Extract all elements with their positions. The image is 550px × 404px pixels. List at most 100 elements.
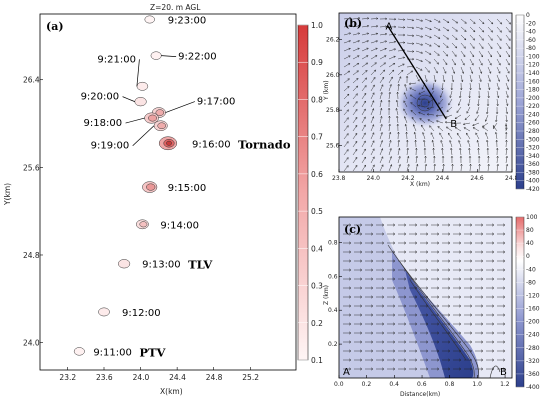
panel-b-vector bbox=[462, 122, 471, 126]
panel-b-vector bbox=[379, 156, 384, 164]
panel-a-cb-label: 0.6 bbox=[311, 170, 323, 179]
panel-c-vector bbox=[365, 367, 374, 371]
panel-b-vector bbox=[424, 58, 431, 64]
panel-c-vector bbox=[376, 286, 385, 290]
panel-b-vector bbox=[370, 40, 379, 44]
panel-b-vector bbox=[361, 85, 367, 92]
panel-b-vector bbox=[449, 139, 453, 148]
panel-b-vector bbox=[343, 32, 352, 36]
panel-c-vector bbox=[486, 277, 495, 281]
panel-b-vector bbox=[352, 55, 360, 60]
panel-b-vector bbox=[370, 148, 375, 156]
panel-c-vector bbox=[387, 268, 396, 272]
panel-c-vector bbox=[431, 268, 440, 272]
panel-c-vector bbox=[464, 277, 473, 281]
panel-c-vector bbox=[387, 295, 396, 299]
panel-c-vector bbox=[475, 232, 484, 236]
panel-a-time-label: 9:20:00 bbox=[81, 92, 120, 103]
panel-b-vector bbox=[370, 132, 375, 140]
panel-b-vector bbox=[460, 34, 467, 41]
panel-b-vector bbox=[370, 55, 378, 60]
panel-c-vector bbox=[409, 286, 418, 290]
panel-c-ticks: 0.0 0.2 0.4 0.6 0.8 1.0 1.2 0.2 0.4 0.6 0.8 bbox=[328, 239, 510, 388]
panel-c-vector bbox=[376, 331, 385, 335]
panel-b-vector bbox=[450, 155, 454, 164]
panel-b-vector bbox=[505, 155, 508, 164]
panel-a-feature-core bbox=[139, 221, 148, 228]
panel-b-vector bbox=[456, 106, 462, 113]
panel-b-vector bbox=[352, 17, 361, 20]
panel-c-vector bbox=[497, 286, 506, 290]
panel-b-vector bbox=[478, 42, 484, 49]
panel-c-vector bbox=[497, 322, 506, 326]
panel-a-cb-label: 0.5 bbox=[311, 207, 323, 216]
panel-b-vector bbox=[361, 132, 366, 140]
panel-a-cb-label: 0.9 bbox=[311, 58, 323, 67]
panel-b-vector bbox=[467, 139, 471, 148]
panel-a-time-label: 9:14:00 bbox=[160, 220, 199, 231]
panel-a-time-label: 9:15:00 bbox=[168, 183, 207, 194]
panel-c-vector bbox=[409, 295, 418, 299]
panel-c-vector bbox=[365, 277, 374, 281]
panel-b-vector bbox=[352, 116, 358, 124]
panel-b-vector bbox=[460, 50, 466, 58]
panel-a-feature bbox=[98, 307, 110, 317]
panel-c-cb-label: -400 bbox=[526, 384, 540, 391]
panel-c-vector bbox=[398, 268, 407, 272]
panel-c-vector bbox=[486, 295, 495, 299]
panel-b-cb-label: -180 bbox=[526, 87, 540, 94]
panel-b-vector bbox=[446, 106, 453, 113]
panel-b-vector bbox=[343, 133, 349, 140]
panel-b-vector bbox=[352, 101, 358, 108]
panel-c-vector bbox=[475, 313, 484, 317]
panel-b-vector bbox=[388, 40, 397, 44]
panel-c-vector bbox=[475, 340, 484, 344]
panel-c-vector bbox=[376, 304, 385, 308]
panel-b-vector bbox=[370, 84, 375, 92]
panel-a: Z=20. m AGL (a) X(km) Y(km) 23.2 23.6 24.0… bbox=[3, 3, 323, 396]
panel-c-vector bbox=[387, 250, 396, 254]
panel-b-vector bbox=[379, 69, 386, 76]
panel-b-vector bbox=[429, 125, 435, 132]
panel-c-vector bbox=[431, 313, 440, 317]
panel-c-vector bbox=[486, 250, 495, 254]
panel-c-cb-label: -320 bbox=[526, 358, 540, 365]
panel-b-vector bbox=[442, 34, 449, 40]
panel-c-vector bbox=[343, 223, 352, 227]
panel-b-vector bbox=[395, 99, 399, 108]
panel-c-vector bbox=[486, 322, 495, 326]
panel-b-vector bbox=[451, 163, 454, 172]
panel-b-vector bbox=[441, 155, 445, 164]
panel-b-vector bbox=[415, 18, 424, 22]
panel-c-vector bbox=[442, 322, 451, 326]
panel-b-vector bbox=[449, 90, 453, 99]
panel-c-xtick-label: 0.6 bbox=[417, 381, 427, 388]
panel-b-vector bbox=[408, 82, 417, 85]
panel-b-cb-label: 0 bbox=[526, 12, 530, 19]
panel-c-vector bbox=[409, 259, 418, 263]
panel-b-ytick-label: 25.8 bbox=[326, 107, 340, 114]
panel-b-vector bbox=[396, 91, 399, 100]
panel-b-vector bbox=[361, 100, 366, 108]
panel-b-vector bbox=[406, 163, 410, 172]
panel-c-ylabel: Z (km) bbox=[323, 285, 330, 305]
panel-b-vector bbox=[406, 50, 415, 53]
panel-b-vector bbox=[379, 84, 384, 92]
panel-c-vector bbox=[431, 223, 440, 227]
panel-b-vector bbox=[405, 131, 408, 140]
panel-c-vector bbox=[398, 250, 407, 254]
panel-c-vector bbox=[365, 250, 374, 254]
panel-c-vector bbox=[486, 259, 495, 263]
panel-c-point-a: A bbox=[343, 367, 350, 378]
panel-b-vector bbox=[442, 74, 446, 83]
panel-c-vector bbox=[442, 259, 451, 263]
panel-c-vector bbox=[486, 367, 495, 371]
panel-b-vector bbox=[388, 18, 397, 21]
panel-c-vector bbox=[420, 268, 429, 272]
panel-b-vector bbox=[396, 115, 399, 124]
panel-b-vector bbox=[406, 147, 409, 156]
panel-b-vector bbox=[495, 114, 498, 123]
panel-b-vector bbox=[343, 86, 350, 92]
panel-b-vector bbox=[352, 32, 361, 36]
panel-c-vector bbox=[431, 367, 440, 371]
